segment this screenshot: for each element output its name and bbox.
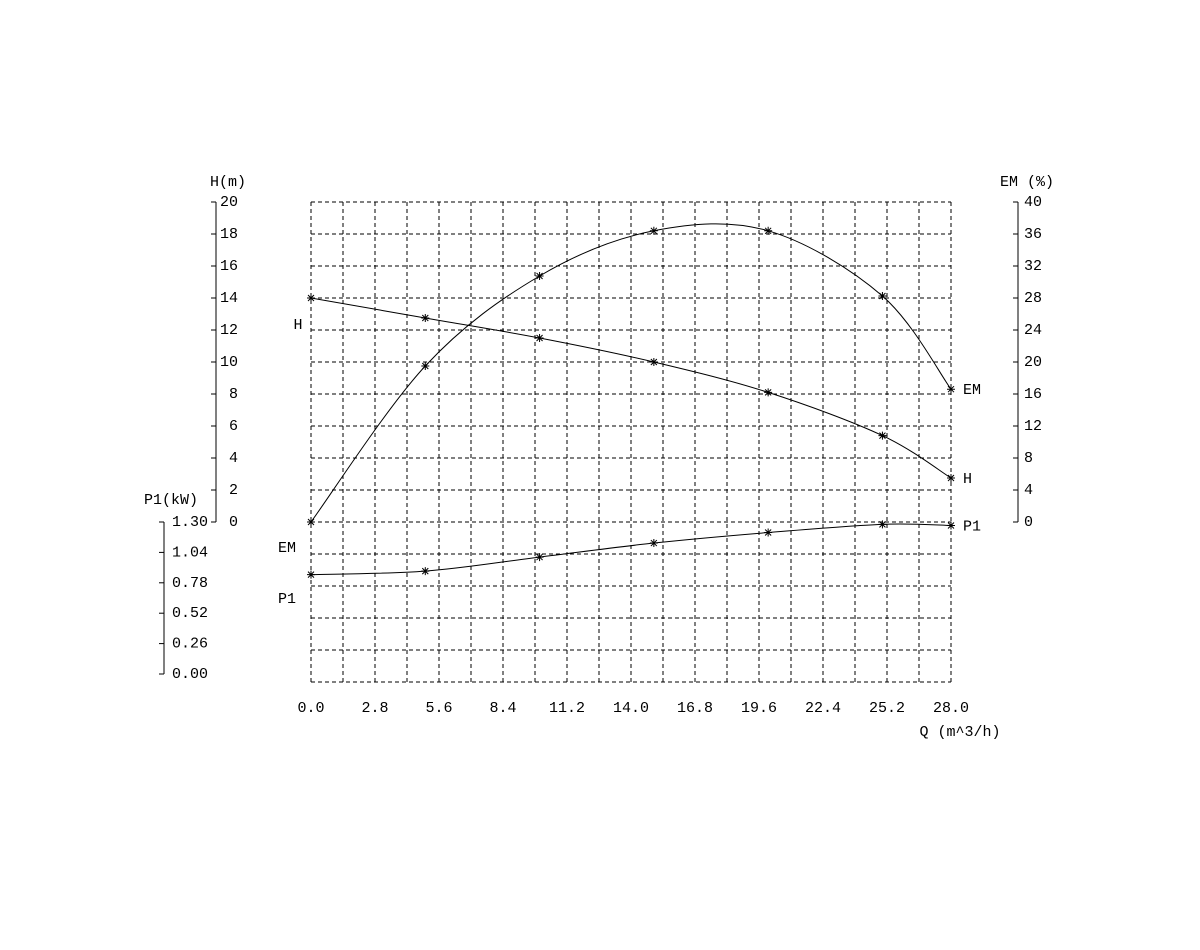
marker (649, 226, 658, 235)
marker (421, 314, 430, 322)
y2-tick-label: 8 (1024, 450, 1033, 467)
y-tick-label: 2 (229, 482, 238, 499)
series-label: EM (278, 540, 296, 557)
marker (649, 358, 658, 366)
y3-tick-label: 1.04 (172, 544, 208, 561)
x-tick-label: 14.0 (613, 700, 649, 717)
marker (764, 528, 773, 537)
y2-tick-label: 12 (1024, 418, 1042, 435)
series-label: H (293, 317, 302, 334)
marker (947, 521, 955, 530)
y2-tick-label: 32 (1024, 258, 1042, 275)
y-tick-label: 20 (220, 194, 238, 211)
series-end-label: EM (963, 382, 981, 399)
x-tick-label: 8.4 (489, 700, 516, 717)
y-tick-label: 12 (220, 322, 238, 339)
marker (421, 362, 430, 370)
x-tick-label: 16.8 (677, 700, 713, 717)
y-tick-label: 16 (220, 258, 238, 275)
marker (947, 385, 955, 394)
y-tick-label: 8 (229, 386, 238, 403)
marker (535, 272, 544, 280)
marker (878, 520, 887, 529)
y-tick-label: 14 (220, 290, 238, 307)
y2-tick-label: 24 (1024, 322, 1042, 339)
y-tick-label: 0 (229, 514, 238, 531)
marker (421, 567, 430, 576)
x-tick-label: 19.6 (741, 700, 777, 717)
y-tick-label: 4 (229, 450, 238, 467)
marker (535, 553, 544, 562)
series-label: P1 (278, 591, 296, 608)
y3-tick-label: 0.78 (172, 575, 208, 592)
y2-tick-label: 40 (1024, 194, 1042, 211)
marker (535, 334, 544, 342)
y2-tick-label: 28 (1024, 290, 1042, 307)
y-tick-label: 10 (220, 354, 238, 371)
y3-tick-label: 0.26 (172, 636, 208, 653)
y3-tick-label: 0.52 (172, 605, 208, 622)
x-tick-label: 25.2 (869, 700, 905, 717)
marker (878, 431, 887, 440)
y-axis-title: H(m) (210, 174, 246, 191)
x-axis-title: Q (m^3/h) (919, 724, 1000, 741)
marker (649, 539, 658, 548)
series-end-label: H (963, 471, 972, 488)
y2-tick-label: 20 (1024, 354, 1042, 371)
marker (764, 226, 773, 235)
y2-tick-label: 16 (1024, 386, 1042, 403)
marker (878, 292, 887, 300)
y3-axis-title: P1(kW) (144, 492, 198, 509)
marker (307, 518, 315, 526)
marker (947, 474, 955, 482)
y-tick-label: 6 (229, 418, 238, 435)
x-tick-label: 5.6 (425, 700, 452, 717)
marker (764, 388, 773, 397)
y3-tick-label: 0.00 (172, 666, 208, 683)
y2-tick-label: 4 (1024, 482, 1033, 499)
x-tick-label: 28.0 (933, 700, 969, 717)
marker (307, 570, 315, 579)
y3-tick-label: 1.30 (172, 514, 208, 531)
marker (307, 294, 315, 302)
x-tick-label: 11.2 (549, 700, 585, 717)
x-tick-label: 0.0 (297, 700, 324, 717)
y2-axis-title: EM (%) (1000, 174, 1054, 191)
x-tick-label: 22.4 (805, 700, 841, 717)
x-tick-label: 2.8 (361, 700, 388, 717)
y2-tick-label: 0 (1024, 514, 1033, 531)
series-end-label: P1 (963, 518, 981, 535)
y-tick-label: 18 (220, 226, 238, 243)
y2-tick-label: 36 (1024, 226, 1042, 243)
